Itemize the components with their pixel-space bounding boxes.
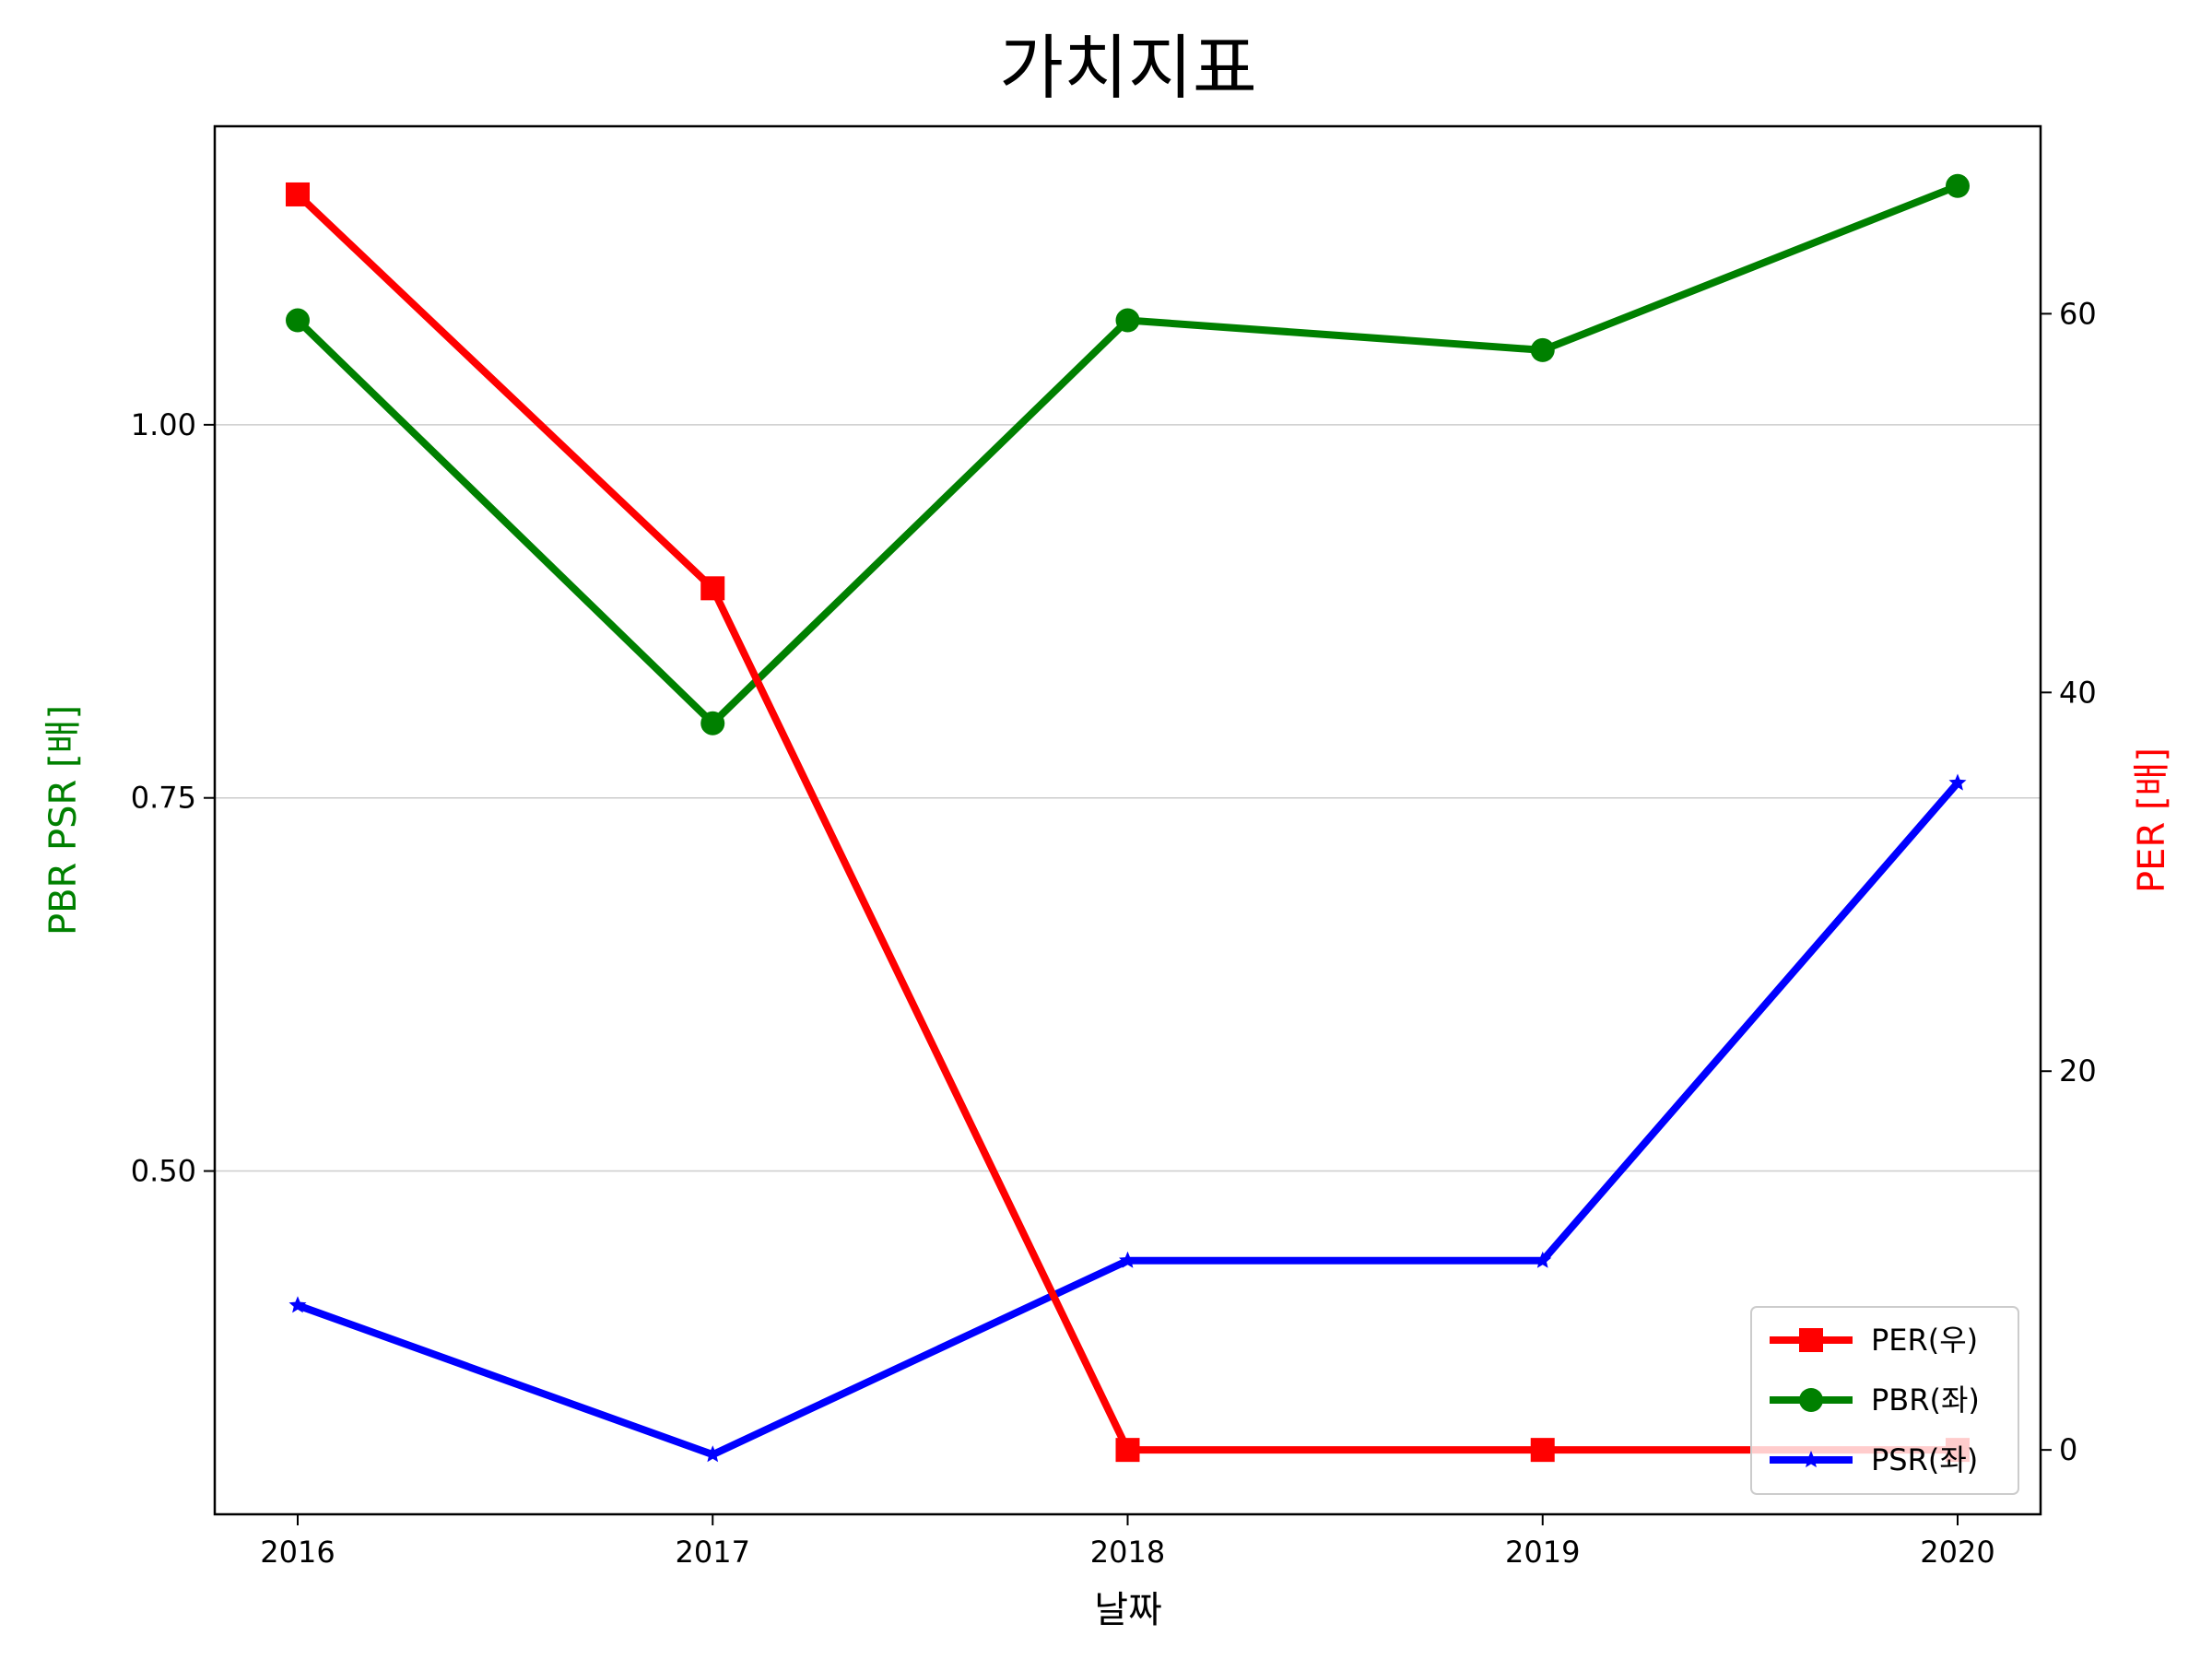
grid-layer xyxy=(215,424,2041,1172)
y-right-tick-label: 60 xyxy=(2059,296,2097,331)
data-point-circle xyxy=(700,711,725,735)
y-right-tick-label: 0 xyxy=(2059,1432,2077,1467)
series-line-star xyxy=(296,780,1961,1459)
data-point-star xyxy=(1119,1251,1136,1268)
legend-marker-circle xyxy=(1799,1388,1823,1412)
x-tick-label: 2020 xyxy=(1920,1535,1994,1570)
data-point-circle xyxy=(286,308,310,333)
legend-marker-star xyxy=(1802,1451,1820,1468)
y-axis-right-label: PER [배] xyxy=(2131,747,2173,893)
data-point-star xyxy=(288,1296,307,1313)
legend-label: PBR(좌) xyxy=(1871,1382,1980,1418)
y-left-tick-label: 0.75 xyxy=(131,781,196,816)
x-tick-label: 2017 xyxy=(676,1535,750,1570)
y-axis-left-label: PBR PSR [배] xyxy=(42,705,85,935)
x-tick-label: 2019 xyxy=(1505,1535,1580,1570)
axis-layer: 0.50 0.75 1.00 0 20 40 60 2016 2017 2018 2019 2020 xyxy=(131,296,2097,1570)
data-point-square xyxy=(700,576,725,601)
data-point-star xyxy=(1948,773,1967,791)
legend-label: PER(우) xyxy=(1871,1323,1978,1358)
data-point-circle xyxy=(1530,337,1555,362)
series-line-circle xyxy=(295,182,1959,727)
chart-title: 가치지표 xyxy=(999,27,1257,109)
data-point-square xyxy=(1115,1438,1140,1463)
y-left-tick-label: 0.50 xyxy=(131,1154,196,1189)
x-tick-label: 2018 xyxy=(1090,1535,1165,1570)
legend-marker-square xyxy=(1799,1328,1823,1352)
legend-box xyxy=(1750,1306,2019,1495)
x-axis-label: 날짜 xyxy=(1094,1589,1162,1631)
data-point-circle xyxy=(1946,173,1970,198)
y-right-tick-label: 20 xyxy=(2059,1053,2097,1088)
legend-label: PSR(좌) xyxy=(1871,1442,1978,1477)
y-left-tick-label: 1.00 xyxy=(131,407,196,442)
data-point-square xyxy=(1530,1438,1555,1463)
y-right-tick-label: 40 xyxy=(2059,675,2097,710)
legend: PER(우) PBR(좌) PSR(좌) xyxy=(1750,1306,2019,1495)
data-point-square xyxy=(286,182,310,206)
data-point-circle xyxy=(1115,308,1140,333)
series-layer xyxy=(286,173,1970,1463)
data-point-star xyxy=(703,1445,722,1463)
x-tick-label: 2016 xyxy=(260,1535,335,1570)
data-point-star xyxy=(1534,1251,1552,1268)
